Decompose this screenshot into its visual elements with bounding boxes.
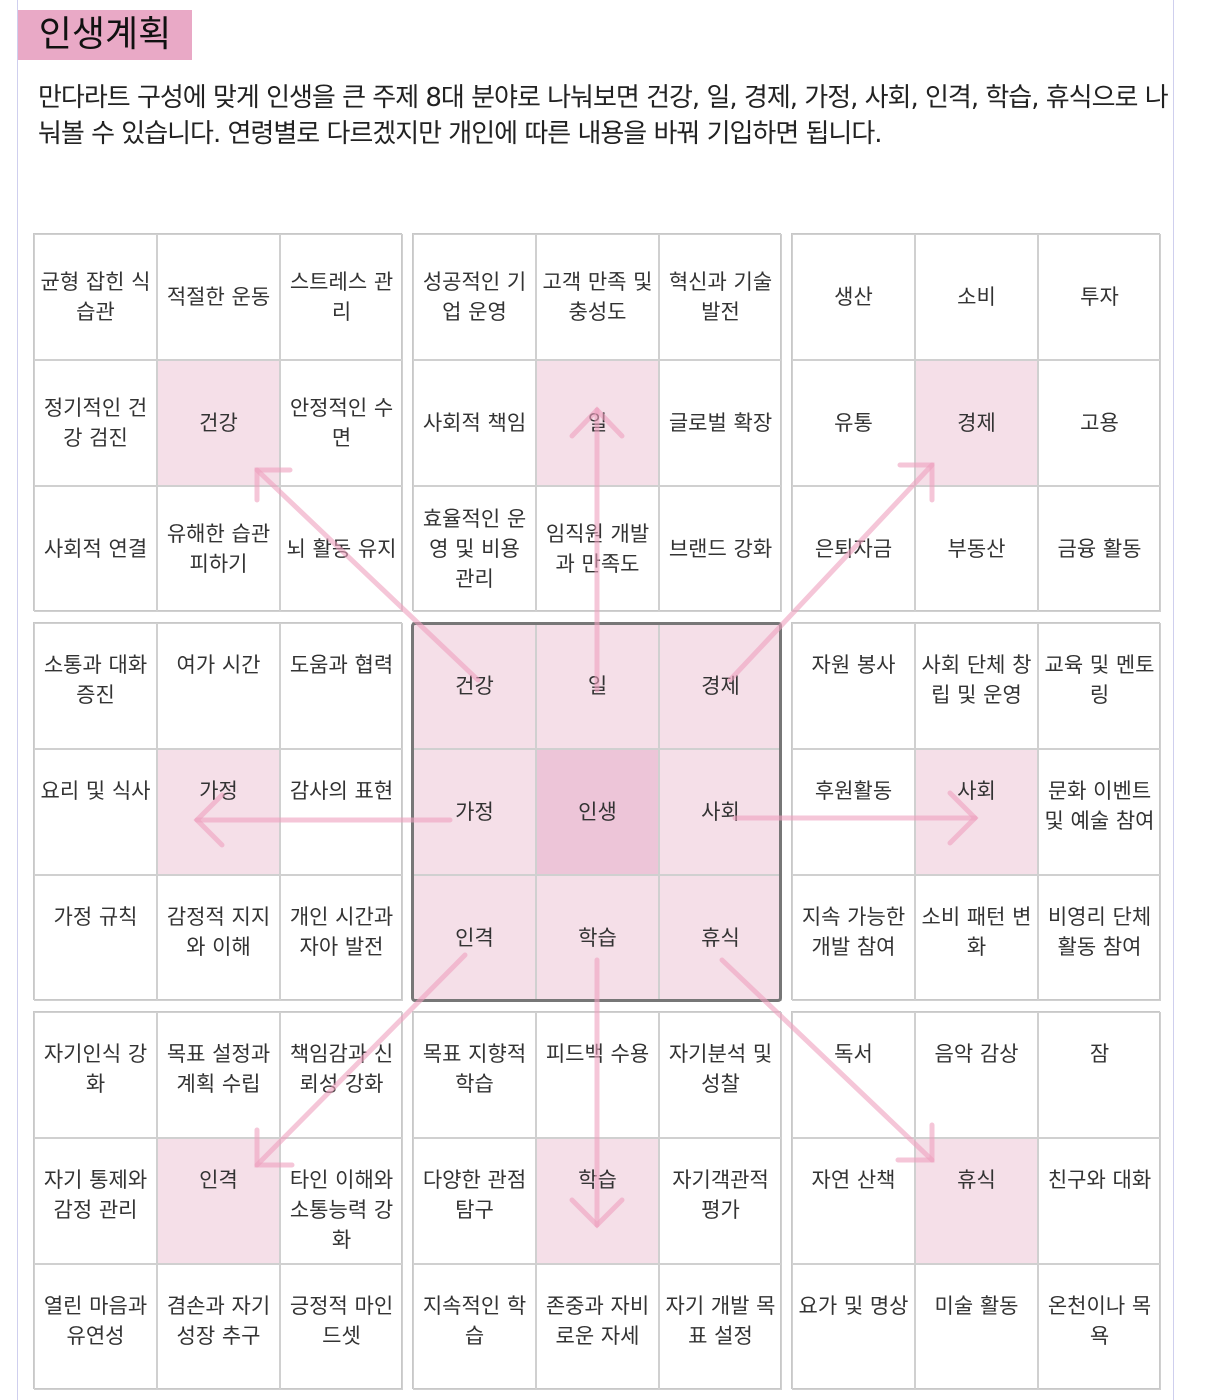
page-border <box>1173 0 1174 1400</box>
cell: 소비 <box>915 234 1038 360</box>
cell: 은퇴자금 <box>792 486 915 612</box>
cell: 온천이나 목욕 <box>1038 1264 1161 1390</box>
cell: 사회적 책임 <box>413 360 536 486</box>
cell: 생산 <box>792 234 915 360</box>
theme-cell: 인생 <box>536 749 659 875</box>
cell: 도움과 협력 <box>280 623 403 749</box>
cell: 적절한 운동 <box>157 234 280 360</box>
cell: 학습 <box>536 875 659 1001</box>
cell: 타인 이해와 소통능력 강화 <box>280 1138 403 1264</box>
cell: 자기 통제와 감정 관리 <box>34 1138 157 1264</box>
theme-cell: 휴식 <box>915 1138 1038 1264</box>
cell: 스트레스 관리 <box>280 234 403 360</box>
cell: 고용 <box>1038 360 1161 486</box>
cell: 목표 설정과 계획 수립 <box>157 1012 280 1138</box>
cell: 비영리 단체 활동 참여 <box>1038 875 1161 1001</box>
cell: 개인 시간과 자아 발전 <box>280 875 403 1001</box>
theme-cell: 건강 <box>157 360 280 486</box>
cell: 자기 개발 목표 설정 <box>659 1264 782 1390</box>
theme-cell: 일 <box>536 360 659 486</box>
theme-cell: 가정 <box>157 749 280 875</box>
cell: 존중과 자비로운 자세 <box>536 1264 659 1390</box>
cell: 친구와 대화 <box>1038 1138 1161 1264</box>
cell: 뇌 활동 유지 <box>280 486 403 612</box>
cell: 문화 이벤트 및 예술 참여 <box>1038 749 1161 875</box>
cell: 건강 <box>413 623 536 749</box>
cell: 여가 시간 <box>157 623 280 749</box>
cell: 사회적 연결 <box>34 486 157 612</box>
cell: 금융 활동 <box>1038 486 1161 612</box>
cell: 음악 감상 <box>915 1012 1038 1138</box>
cell: 감사의 표현 <box>280 749 403 875</box>
cell: 독서 <box>792 1012 915 1138</box>
title: 인생계획 <box>18 10 192 60</box>
theme-cell: 인격 <box>157 1138 280 1264</box>
cell: 후원활동 <box>792 749 915 875</box>
cell: 잠 <box>1038 1012 1161 1138</box>
cell: 글로벌 확장 <box>659 360 782 486</box>
cell: 지속 가능한 개발 참여 <box>792 875 915 1001</box>
cell: 자기인식 강화 <box>34 1012 157 1138</box>
cell: 유통 <box>792 360 915 486</box>
cell: 사회 단체 창립 및 운영 <box>915 623 1038 749</box>
cell: 인격 <box>413 875 536 1001</box>
cell: 소비 패턴 변화 <box>915 875 1038 1001</box>
theme-cell: 사회 <box>915 749 1038 875</box>
cell: 자원 봉사 <box>792 623 915 749</box>
cell: 요리 및 식사 <box>34 749 157 875</box>
cell: 지속적인 학습 <box>413 1264 536 1390</box>
cell: 자연 산책 <box>792 1138 915 1264</box>
cell: 사회 <box>659 749 782 875</box>
page-border <box>17 0 18 1400</box>
cell: 요가 및 명상 <box>792 1264 915 1390</box>
cell: 소통과 대화 증진 <box>34 623 157 749</box>
cell: 성공적인 기업 운영 <box>413 234 536 360</box>
cell: 균형 잡힌 식습관 <box>34 234 157 360</box>
cell: 감정적 지지와 이해 <box>157 875 280 1001</box>
cell: 혁신과 기술 발전 <box>659 234 782 360</box>
theme-cell: 학습 <box>536 1138 659 1264</box>
cell: 긍정적 마인드셋 <box>280 1264 403 1390</box>
description: 만다라트 구성에 맞게 인생을 큰 주제 8대 분야로 나눠보면 건강, 일, … <box>38 83 1169 149</box>
cell: 자기객관적 평가 <box>659 1138 782 1264</box>
theme-cell: 경제 <box>915 360 1038 486</box>
cell: 임직원 개발과 만족도 <box>536 486 659 612</box>
cell: 피드백 수용 <box>536 1012 659 1138</box>
cell: 가정 <box>413 749 536 875</box>
cell: 겸손과 자기 성장 추구 <box>157 1264 280 1390</box>
cell: 자기분석 및 성찰 <box>659 1012 782 1138</box>
cell: 부동산 <box>915 486 1038 612</box>
cell: 고객 만족 및 충성도 <box>536 234 659 360</box>
cell: 책임감과 신뢰성 강화 <box>280 1012 403 1138</box>
cell: 투자 <box>1038 234 1161 360</box>
cell: 교육 및 멘토링 <box>1038 623 1161 749</box>
cell: 목표 지향적 학습 <box>413 1012 536 1138</box>
cell: 휴식 <box>659 875 782 1001</box>
cell: 안정적인 수면 <box>280 360 403 486</box>
cell: 가정 규칙 <box>34 875 157 1001</box>
cell: 다양한 관점 탐구 <box>413 1138 536 1264</box>
cell: 경제 <box>659 623 782 749</box>
cell: 열린 마음과 유연성 <box>34 1264 157 1390</box>
cell: 정기적인 건강 검진 <box>34 360 157 486</box>
cell: 일 <box>536 623 659 749</box>
cell: 효율적인 운영 및 비용 관리 <box>413 486 536 612</box>
cell: 미술 활동 <box>915 1264 1038 1390</box>
cell: 유해한 습관 피하기 <box>157 486 280 612</box>
cell: 브랜드 강화 <box>659 486 782 612</box>
